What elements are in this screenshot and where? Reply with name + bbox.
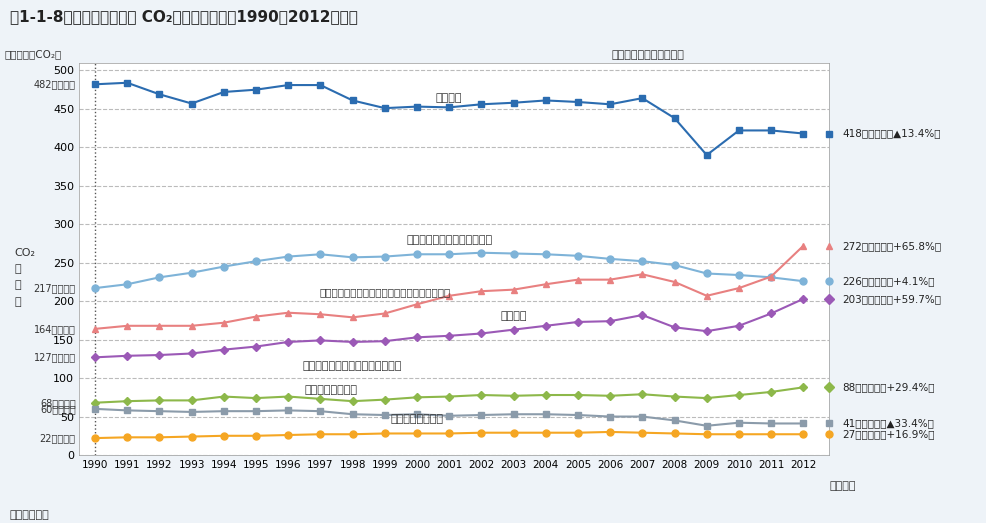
Text: 産業部門: 産業部門 [436,93,462,103]
Text: 運輸部門（自動車・船舶等）: 運輸部門（自動車・船舶等） [405,235,492,245]
Text: 図1-1-8　我が国の部門別 CO₂排出量の推移（1990－2012年度）: 図1-1-8 我が国の部門別 CO₂排出量の推移（1990－2012年度） [10,9,357,24]
Text: 家庭部門: 家庭部門 [500,311,527,321]
Text: CO₂
排
出
量: CO₂ 排 出 量 [15,247,35,307]
Text: 418百万トン（▲13.4%）: 418百万トン（▲13.4%） [841,129,940,139]
Text: （百万トンCO₂）: （百万トンCO₂） [5,50,62,60]
Text: （　）は基準年比増減率: （ ）は基準年比増減率 [611,50,684,60]
Text: 41百万トン（▲33.4%）: 41百万トン（▲33.4%） [841,418,933,428]
Text: 22百万トン: 22百万トン [39,433,76,443]
Text: 226百万トン（+4.1%）: 226百万トン（+4.1%） [841,276,934,286]
Text: 164百万トン: 164百万トン [34,324,76,334]
Text: 217百万トン: 217百万トン [34,283,76,293]
Text: 業務その他部門（商業・サービス・事業所等）: 業務その他部門（商業・サービス・事業所等） [318,287,450,297]
Text: 68百万トン: 68百万トン [40,397,76,408]
Text: 工業プロセス分野: 工業プロセス分野 [304,385,357,395]
Text: （年度）: （年度） [828,481,855,491]
Text: 203百万トン（+59.7%）: 203百万トン（+59.7%） [841,294,940,304]
Text: 88百万トン（+29.4%）: 88百万トン（+29.4%） [841,382,934,392]
Text: 60百万トン: 60百万トン [40,404,76,414]
Text: 廃棄物（焼却等）: 廃棄物（焼却等） [390,414,443,424]
Text: 127百万トン: 127百万トン [34,353,76,362]
Text: エネルギー転換部門（発電所等）: エネルギー転換部門（発電所等） [303,361,402,371]
Text: 482百万トン: 482百万トン [34,79,76,89]
Text: 資料：環境省: 資料：環境省 [10,510,49,520]
Text: 27百万トン（+16.9%）: 27百万トン（+16.9%） [841,429,934,439]
Text: 272百万トン（+65.8%）: 272百万トン（+65.8%） [841,241,940,251]
